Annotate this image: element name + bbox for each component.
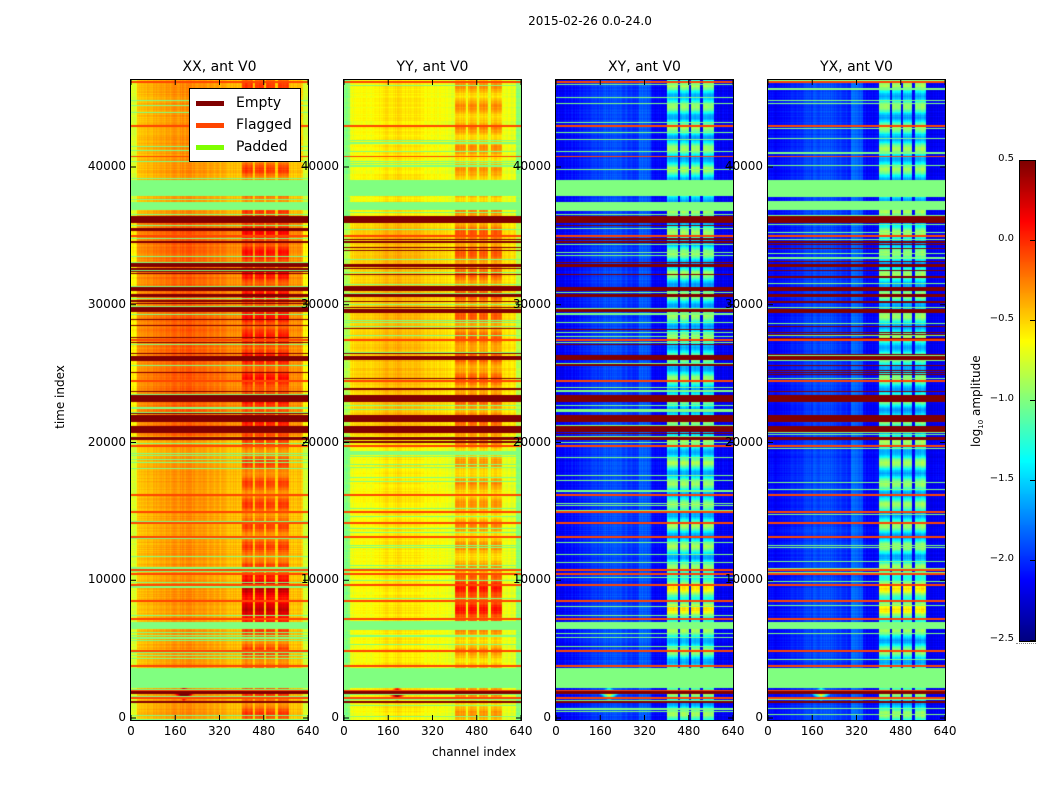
legend-label-flagged: Flagged bbox=[236, 117, 292, 133]
y-tick-label-yy-30000: 30000 bbox=[300, 296, 339, 311]
colorbar-tick-label-4: −1.5 bbox=[989, 473, 1014, 484]
legend: Empty Flagged Padded bbox=[189, 88, 301, 162]
x-tick-label-yy-0: 0 bbox=[340, 724, 348, 738]
legend-label-empty: Empty bbox=[236, 95, 282, 111]
colorbar-tick-label-1: 0.0 bbox=[998, 233, 1014, 244]
y-tick-label-xx-20000: 20000 bbox=[87, 434, 126, 449]
x-tick-label-xx-0: 0 bbox=[127, 724, 135, 738]
heatmap-panel-yy bbox=[343, 79, 522, 721]
x-tick-label-yx-640: 640 bbox=[933, 724, 957, 738]
x-tick-label-yx-480: 480 bbox=[889, 724, 913, 738]
colorbar-tick-mark-5 bbox=[1030, 560, 1035, 561]
y-tick-label-xx-0: 0 bbox=[118, 710, 126, 724]
y-tick-label-xy-20000: 20000 bbox=[512, 434, 551, 449]
y-axis-label: time index bbox=[52, 365, 67, 429]
figure-title: 2015-02-26 0.0-24.0 bbox=[0, 14, 1050, 28]
colorbar-tick-label-6: −2.5 bbox=[989, 633, 1014, 644]
y-tick-label-yx-30000: 30000 bbox=[724, 296, 763, 311]
y-tick-label-xx-30000: 30000 bbox=[87, 296, 126, 311]
legend-entry-flagged: Flagged bbox=[196, 114, 294, 136]
colorbar bbox=[1019, 160, 1036, 642]
x-axis-label: channel index bbox=[432, 745, 517, 759]
colorbar-tick-mark-1 bbox=[1030, 240, 1035, 241]
x-tick-label-yy-320: 320 bbox=[421, 724, 444, 738]
x-tick-label-xy-480: 480 bbox=[677, 724, 701, 738]
heatmap-panel-xy bbox=[555, 79, 734, 721]
colorbar-tick-label-2: −0.5 bbox=[989, 313, 1014, 324]
x-tick-label-yy-480: 480 bbox=[465, 724, 489, 738]
colorbar-gradient bbox=[1020, 161, 1035, 641]
legend-label-padded: Padded bbox=[236, 139, 288, 155]
x-tick-label-xx-480: 480 bbox=[252, 724, 276, 738]
colorbar-tick-mark-4 bbox=[1030, 480, 1035, 481]
y-tick-label-yy-10000: 10000 bbox=[300, 572, 339, 587]
colorbar-label-rest: amplitude bbox=[968, 355, 983, 420]
y-tick-label-xy-40000: 40000 bbox=[512, 159, 551, 173]
y-tick-label-yx-20000: 20000 bbox=[724, 434, 763, 449]
x-tick-label-xx-640: 640 bbox=[296, 724, 320, 738]
y-tick-label-yx-0: 0 bbox=[755, 710, 763, 724]
colorbar-tick-mark-6 bbox=[1030, 640, 1035, 641]
x-tick-label-xy-160: 160 bbox=[588, 724, 612, 738]
colorbar-tick-mark-0 bbox=[1030, 160, 1035, 161]
y-tick-label-yx-40000: 40000 bbox=[724, 159, 763, 173]
y-tick-label-yy-20000: 20000 bbox=[300, 434, 339, 449]
heatmap-image-xy bbox=[556, 80, 733, 720]
x-tick-label-yy-640: 640 bbox=[509, 724, 533, 738]
x-tick-label-xy-640: 640 bbox=[721, 724, 745, 738]
panel-title-xx: XX, ant V0 bbox=[182, 59, 257, 75]
y-tick-label-xy-0: 0 bbox=[543, 710, 551, 724]
x-tick-label-yx-320: 320 bbox=[845, 724, 868, 738]
colorbar-label-sub: 10 bbox=[977, 419, 986, 429]
colorbar-tick-mark-2 bbox=[1030, 320, 1035, 321]
y-tick-label-yy-0: 0 bbox=[331, 710, 339, 724]
heatmap-panel-yx bbox=[767, 79, 946, 721]
x-tick-label-xx-160: 160 bbox=[163, 724, 187, 738]
legend-swatch-padded bbox=[196, 144, 224, 150]
x-tick-label-xx-320: 320 bbox=[208, 724, 231, 738]
colorbar-label-log: log bbox=[968, 428, 983, 448]
colorbar-tick-mark-3 bbox=[1030, 400, 1035, 401]
y-tick-label-xy-30000: 30000 bbox=[512, 296, 551, 311]
y-tick-label-xx-40000: 40000 bbox=[87, 159, 126, 173]
y-tick-label-yx-10000: 10000 bbox=[724, 572, 763, 587]
colorbar-tick-label-3: −1.0 bbox=[989, 393, 1014, 404]
legend-entry-empty: Empty bbox=[196, 92, 294, 114]
heatmap-image-xx bbox=[131, 80, 308, 720]
colorbar-tick-label-0: 0.5 bbox=[998, 153, 1014, 164]
y-tick-label-xy-10000: 10000 bbox=[512, 572, 551, 587]
colorbar-tick-label-5: −2.0 bbox=[989, 553, 1014, 564]
heatmap-image-yx bbox=[768, 80, 945, 720]
panel-title-xy: XY, ant V0 bbox=[608, 59, 681, 75]
legend-swatch-flagged bbox=[196, 122, 224, 128]
legend-entry-padded: Padded bbox=[196, 136, 294, 158]
x-tick-label-xy-0: 0 bbox=[552, 724, 560, 738]
y-tick-label-yy-40000: 40000 bbox=[300, 159, 339, 173]
x-tick-label-xy-320: 320 bbox=[633, 724, 656, 738]
x-tick-label-yx-0: 0 bbox=[764, 724, 772, 738]
x-tick-label-yy-160: 160 bbox=[376, 724, 400, 738]
heatmap-panel-xx bbox=[130, 79, 309, 721]
y-tick-label-xx-10000: 10000 bbox=[87, 572, 126, 587]
panel-title-yx: YX, ant V0 bbox=[820, 59, 893, 75]
colorbar-extend-marker bbox=[1016, 643, 1036, 644]
figure-title-text: 2015-02-26 0.0-24.0 bbox=[528, 14, 652, 28]
colorbar-label: log10 amplitude bbox=[969, 346, 985, 456]
heatmap-image-yy bbox=[344, 80, 521, 720]
legend-swatch-empty bbox=[196, 100, 224, 106]
panel-title-yy: YY, ant V0 bbox=[396, 59, 469, 75]
x-tick-label-yx-160: 160 bbox=[800, 724, 824, 738]
